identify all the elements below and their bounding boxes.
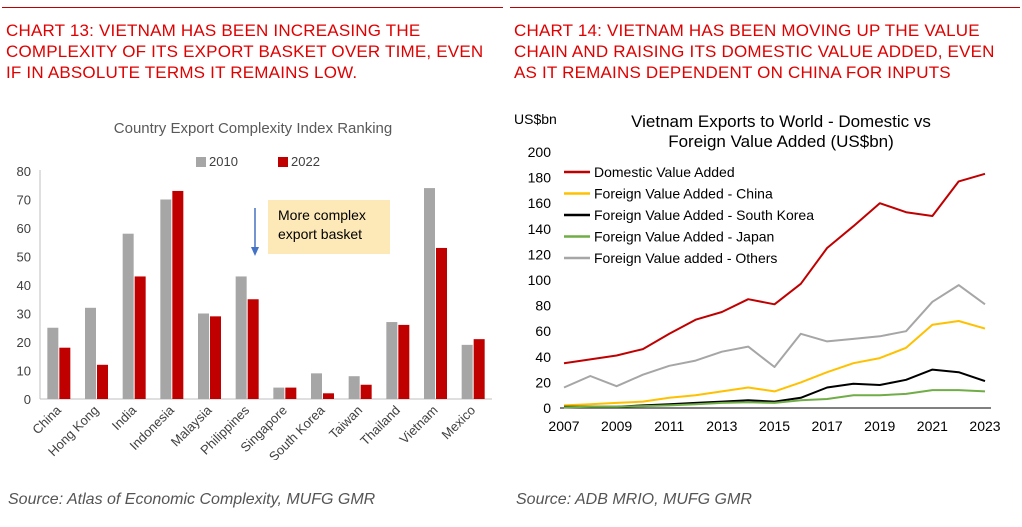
annotation-text: More complex xyxy=(278,207,366,223)
bar-2022 xyxy=(59,347,71,399)
legend-label: Foreign Value Added - South Korea xyxy=(594,207,814,223)
bar-2022 xyxy=(398,324,410,399)
x-tick-label: 2007 xyxy=(548,418,579,434)
bar-2010 xyxy=(122,233,134,399)
y-tick-label: 140 xyxy=(528,221,552,237)
bar-2022 xyxy=(247,299,259,399)
chart-title: Foreign Value Added (US$bn) xyxy=(668,132,894,151)
y-tick-label: 10 xyxy=(17,364,31,379)
legend-label: 2010 xyxy=(209,154,238,169)
series-line-Domestic Value Added xyxy=(563,172,986,365)
chart-title: Vietnam Exports to World - Domestic vs xyxy=(631,112,931,131)
x-tick-label: 2019 xyxy=(864,418,895,434)
series-line-Foreign Value added - Others xyxy=(563,284,986,389)
series-line-Foreign Value Added - China xyxy=(563,320,986,407)
bar-2022 xyxy=(210,316,221,399)
y-tick-label: 180 xyxy=(528,170,552,186)
legend-swatch xyxy=(278,157,288,167)
legend-swatch xyxy=(196,157,206,167)
chart-title: Country Export Complexity Index Ranking xyxy=(114,120,392,137)
y-tick-label: 70 xyxy=(17,193,31,208)
bar-2010 xyxy=(461,344,473,399)
x-tick-label: 2023 xyxy=(969,418,1000,434)
y-tick-label: 60 xyxy=(535,323,551,339)
x-tick-label: Vietnam xyxy=(396,403,440,447)
x-tick-label: 2013 xyxy=(706,418,737,434)
bar-2022 xyxy=(473,339,485,399)
bar-2010 xyxy=(348,376,360,399)
x-tick-label: Thailand xyxy=(357,403,403,449)
y-tick-label: 40 xyxy=(17,278,31,293)
bar-2010 xyxy=(311,373,322,399)
x-tick-label: India xyxy=(109,402,140,433)
legend-label: Foreign Value Added - China xyxy=(594,186,773,202)
y-tick-label: 50 xyxy=(17,250,31,265)
annotation-arrow-head xyxy=(251,247,259,256)
y-tick-label: 20 xyxy=(535,374,551,390)
y-tick-label: 80 xyxy=(17,164,31,179)
bar-2022 xyxy=(172,190,184,399)
series-line-Foreign Value Added - South Korea xyxy=(564,368,986,408)
bar-2022 xyxy=(436,247,447,399)
export-complexity-bar-chart: Country Export Complexity Index Ranking 0… xyxy=(17,120,492,460)
right-panel: CHART 14: VIETNAM HAS BEEN MOVING UP THE… xyxy=(508,0,1022,527)
bar-2022 xyxy=(323,393,334,399)
x-tick-label: 2017 xyxy=(812,418,843,434)
bar-2010 xyxy=(273,387,285,399)
bar-2010 xyxy=(235,276,247,399)
bar-2010 xyxy=(198,313,209,399)
bar-2010 xyxy=(386,322,398,399)
x-tick-label: 2011 xyxy=(654,418,684,434)
bar-2010 xyxy=(47,327,59,399)
left-panel: CHART 13: VIETNAM HAS BEEN INCREASING TH… xyxy=(0,0,505,527)
y-tick-label: 30 xyxy=(17,307,31,322)
x-tick-label: 2021 xyxy=(917,418,948,434)
legend-label: Foreign Value added - Others xyxy=(594,250,777,266)
y-tick-label: 160 xyxy=(528,195,552,211)
chart13-source: Source: Atlas of Economic Complexity, MU… xyxy=(8,491,376,508)
legend-label: Foreign Value Added - Japan xyxy=(594,229,774,245)
bar-2022 xyxy=(285,387,297,399)
y-tick-label: 0 xyxy=(24,392,31,407)
annotation-box xyxy=(268,200,390,254)
chart14-source: Source: ADB MRIO, MUFG GMR xyxy=(516,491,752,508)
y-tick-label: 100 xyxy=(528,272,552,288)
y-tick-label: 0 xyxy=(543,400,551,416)
x-tick-label: Mexico xyxy=(439,403,479,443)
heading-rule xyxy=(2,7,503,8)
chart13-heading: CHART 13: VIETNAM HAS BEEN INCREASING TH… xyxy=(6,21,484,82)
legend-label: 2022 xyxy=(291,154,320,169)
heading-rule xyxy=(510,7,1020,8)
annotation-text: export basket xyxy=(278,226,362,242)
x-tick-label: 2009 xyxy=(601,418,632,434)
y-tick-label: 60 xyxy=(17,221,31,236)
value-added-line-chart: Vietnam Exports to World - Domestic vsFo… xyxy=(514,111,1001,434)
bar-2022 xyxy=(360,384,372,399)
bar-2010 xyxy=(85,307,96,399)
bar-2022 xyxy=(134,276,146,399)
chart14-heading: CHART 14: VIETNAM HAS BEEN MOVING UP THE… xyxy=(514,21,995,82)
y-tick-label: 20 xyxy=(17,335,31,350)
y-tick-label: 200 xyxy=(528,144,552,160)
y-tick-label: 120 xyxy=(528,246,552,262)
series-line-Foreign Value Added - Japan xyxy=(563,389,986,409)
bar-2022 xyxy=(97,364,108,399)
y-axis-label: US$bn xyxy=(514,111,557,127)
bar-2010 xyxy=(160,199,172,399)
y-tick-label: 80 xyxy=(535,298,551,314)
x-tick-label: 2015 xyxy=(759,418,790,434)
bar-2010 xyxy=(424,188,435,399)
legend-label: Domestic Value Added xyxy=(594,164,735,180)
x-tick-label: China xyxy=(29,402,64,437)
y-tick-label: 40 xyxy=(535,349,551,365)
